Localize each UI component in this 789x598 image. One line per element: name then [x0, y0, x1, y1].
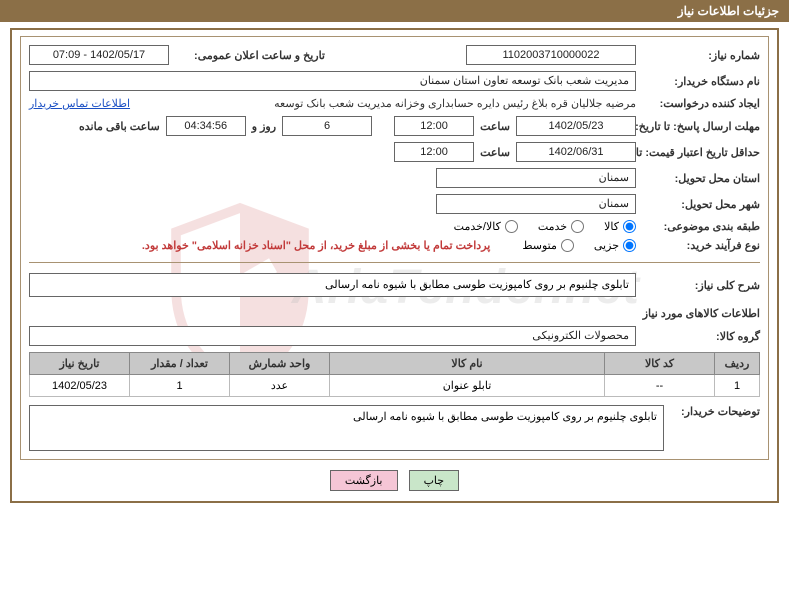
- row-province: استان محل تحویل: سمنان: [29, 168, 760, 188]
- goods-group-label: گروه کالا:: [642, 330, 760, 343]
- row-purchase-type: نوع فرآیند خرید: جزیی متوسط پرداخت تمام …: [29, 239, 760, 252]
- button-row: چاپ بازگشت: [20, 470, 769, 491]
- row-category: طبقه بندی موضوعی: کالا خدمت کالا/خدمت: [29, 220, 760, 233]
- radio-partial[interactable]: جزیی: [594, 239, 636, 252]
- days-label: روز و: [252, 120, 276, 133]
- radio-service[interactable]: خدمت: [538, 220, 584, 233]
- table-header-row: ردیف کد کالا نام کالا واحد شمارش تعداد /…: [30, 353, 760, 375]
- deadline-label: مهلت ارسال پاسخ: تا تاریخ:: [642, 120, 760, 133]
- category-label: طبقه بندی موضوعی:: [642, 220, 760, 233]
- th-row: ردیف: [715, 353, 760, 375]
- radio-goods[interactable]: کالا: [604, 220, 636, 233]
- deadline-date: 1402/05/23: [516, 116, 636, 136]
- th-code: کد کالا: [605, 353, 715, 375]
- cell-code: --: [605, 375, 715, 397]
- cell-row: 1: [715, 375, 760, 397]
- validity-time: 12:00: [394, 142, 474, 162]
- days-remaining: 6: [282, 116, 372, 136]
- requester-value: مرضیه جلالیان قره بلاغ رئیس دایره حسابدا…: [274, 97, 636, 110]
- separator-1: [29, 262, 760, 263]
- radio-both[interactable]: کالا/خدمت: [454, 220, 518, 233]
- requester-label: ایجاد کننده درخواست:: [642, 97, 760, 110]
- overall-desc-label: شرح کلی نیاز:: [642, 279, 760, 292]
- buyer-notes-label: توضیحات خریدار:: [670, 405, 760, 418]
- cell-unit: عدد: [230, 375, 330, 397]
- overall-desc-value: تابلوی چلنیوم بر روی کامپوزیت طوسی مطابق…: [29, 273, 636, 297]
- radio-medium[interactable]: متوسط: [522, 239, 574, 252]
- print-button[interactable]: چاپ: [409, 470, 460, 491]
- buyer-contact-link[interactable]: اطلاعات تماس خریدار: [29, 97, 130, 110]
- cell-date: 1402/05/23: [30, 375, 130, 397]
- announce-label: تاریخ و ساعت اعلان عمومی:: [175, 49, 325, 62]
- row-validity: حداقل تاریخ اعتبار قیمت: تا تاریخ: 1402/…: [29, 142, 760, 162]
- buyer-org-label: نام دستگاه خریدار:: [642, 75, 760, 88]
- row-buyer-notes: توضیحات خریدار: تابلوی چلنیوم بر روی کام…: [29, 405, 760, 451]
- buyer-org-value: مدیریت شعب بانک توسعه تعاون استان سمنان: [29, 71, 636, 91]
- cell-qty: 1: [130, 375, 230, 397]
- row-deadline: مهلت ارسال پاسخ: تا تاریخ: 1402/05/23 سا…: [29, 116, 760, 136]
- need-number-value: 1102003710000022: [466, 45, 636, 65]
- outer-frame: شماره نیاز: 1102003710000022 تاریخ و ساع…: [10, 28, 779, 503]
- payment-note: پرداخت تمام یا بخشی از مبلغ خرید، از محل…: [142, 239, 490, 252]
- city-value: سمنان: [436, 194, 636, 214]
- row-buyer-org: نام دستگاه خریدار: مدیریت شعب بانک توسعه…: [29, 71, 760, 91]
- th-name: نام کالا: [330, 353, 605, 375]
- province-label: استان محل تحویل:: [642, 172, 760, 185]
- details-panel: شماره نیاز: 1102003710000022 تاریخ و ساع…: [20, 36, 769, 460]
- announce-value: 1402/05/17 - 07:09: [29, 45, 169, 65]
- buyer-notes-value: تابلوی چلنیوم بر روی کامپوزیت طوسی مطابق…: [29, 405, 664, 451]
- category-radio-group: کالا خدمت کالا/خدمت: [454, 220, 636, 233]
- row-city: شهر محل تحویل: سمنان: [29, 194, 760, 214]
- back-button[interactable]: بازگشت: [330, 470, 398, 491]
- deadline-time-label: ساعت: [480, 120, 510, 133]
- row-goods-group: گروه کالا: محصولات الکترونیکی: [29, 326, 760, 346]
- row-need-number: شماره نیاز: 1102003710000022 تاریخ و ساع…: [29, 45, 760, 65]
- row-requester: ایجاد کننده درخواست: مرضیه جلالیان قره ب…: [29, 97, 760, 110]
- th-date: تاریخ نیاز: [30, 353, 130, 375]
- th-unit: واحد شمارش: [230, 353, 330, 375]
- need-number-label: شماره نیاز:: [642, 49, 760, 62]
- goods-table: ردیف کد کالا نام کالا واحد شمارش تعداد /…: [29, 352, 760, 397]
- goods-group-value: محصولات الکترونیکی: [29, 326, 636, 346]
- purchase-type-radio-group: جزیی متوسط: [522, 239, 636, 252]
- validity-time-label: ساعت: [480, 146, 510, 159]
- cell-name: تابلو عنوان: [330, 375, 605, 397]
- row-overall-desc: شرح کلی نیاز: تابلوی چلنیوم بر روی کامپو…: [29, 273, 760, 297]
- deadline-time: 12:00: [394, 116, 474, 136]
- validity-date: 1402/06/31: [516, 142, 636, 162]
- page-header: جزئیات اطلاعات نیاز: [0, 0, 789, 22]
- countdown: 04:34:56: [166, 116, 246, 136]
- purchase-type-label: نوع فرآیند خرید:: [642, 239, 760, 252]
- remaining-label: ساعت باقی مانده: [79, 120, 160, 133]
- validity-label: حداقل تاریخ اعتبار قیمت: تا تاریخ:: [642, 146, 760, 159]
- province-value: سمنان: [436, 168, 636, 188]
- table-row: 1 -- تابلو عنوان عدد 1 1402/05/23: [30, 375, 760, 397]
- goods-info-title: اطلاعات کالاهای مورد نیاز: [29, 307, 760, 320]
- th-qty: تعداد / مقدار: [130, 353, 230, 375]
- city-label: شهر محل تحویل:: [642, 198, 760, 211]
- page-title: جزئیات اطلاعات نیاز: [678, 4, 779, 18]
